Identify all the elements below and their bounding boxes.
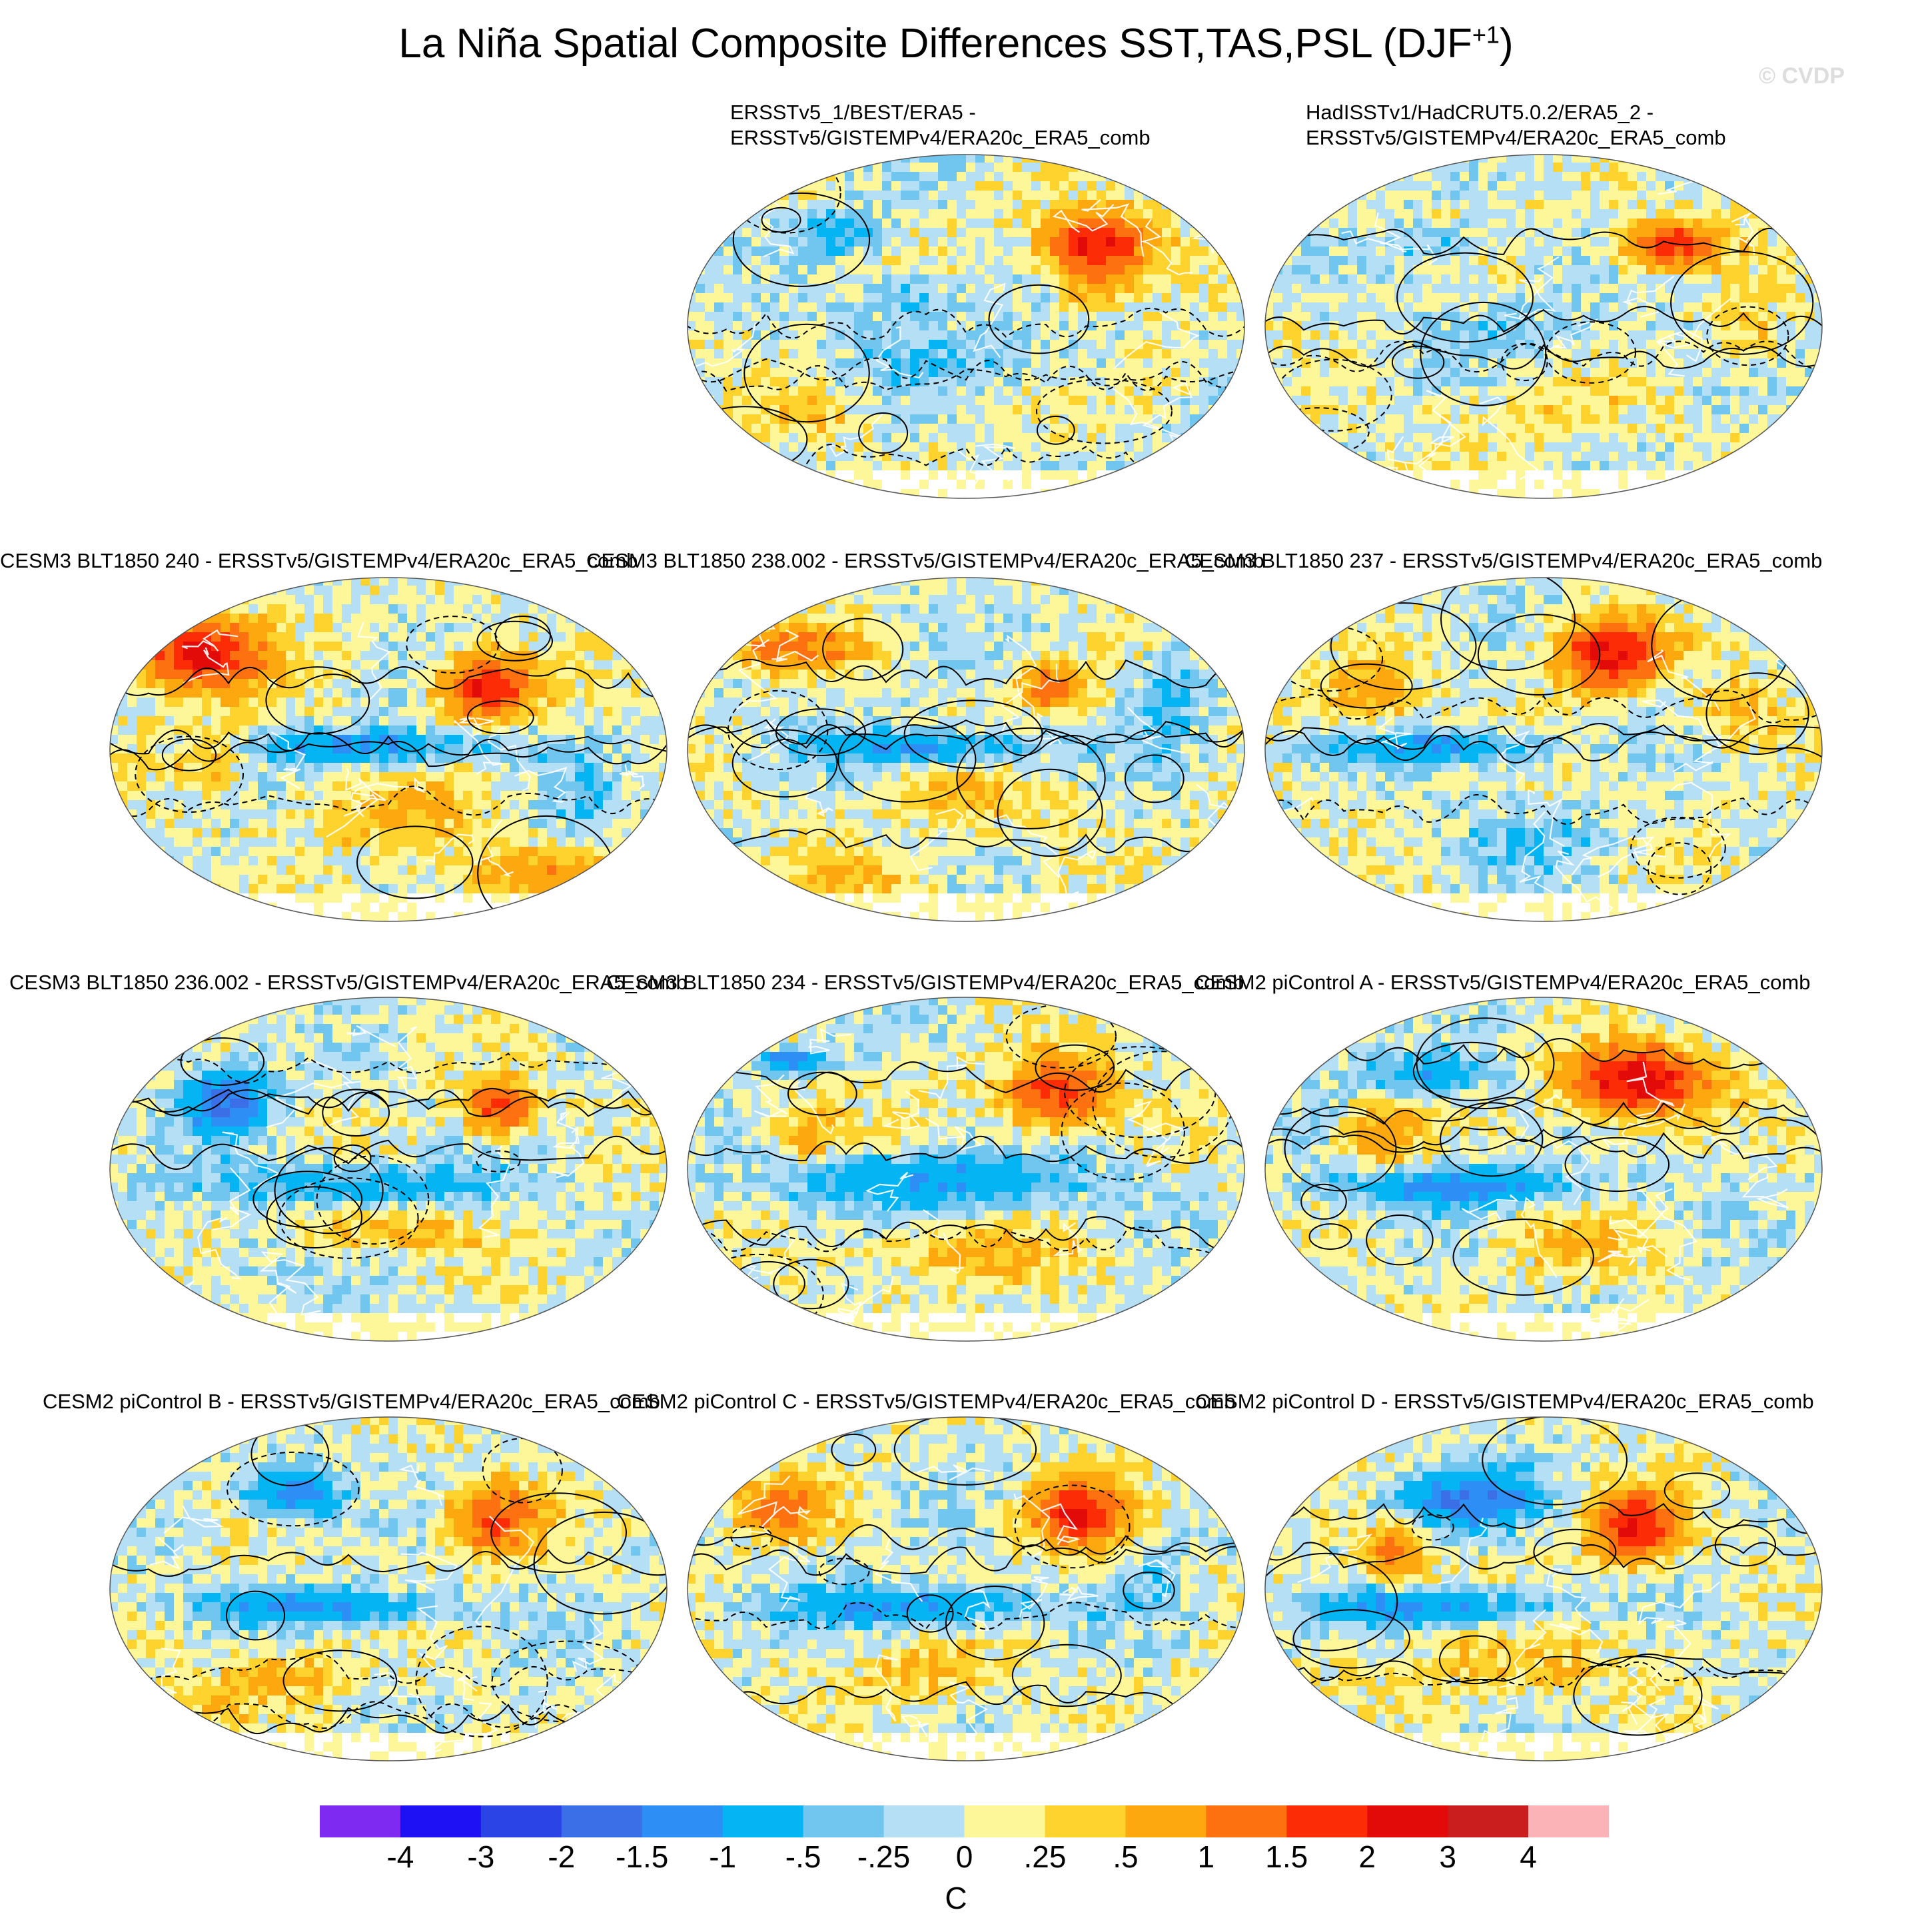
panel-title-line: CESM3 BLT1850 238.002 - ERSSTv5/GISTEMPv… (586, 549, 1264, 572)
colorbar-tick-label: -1.5 (616, 1839, 668, 1875)
panel-title-6: CESM3 BLT1850 236.002 - ERSSTv5/GISTEMPv… (9, 970, 688, 995)
map-outline (109, 1416, 668, 1761)
panel-title-1: ERSSTv5_1/BEST/ERA5 - ERSSTv5/GISTEMPv4/… (730, 100, 1151, 151)
panel-title-4: CESM3 BLT1850 238.002 - ERSSTv5/GISTEMPv… (586, 548, 1264, 574)
panel-title-line: ERSSTv5_1/BEST/ERA5 - (730, 100, 1151, 125)
map-field (688, 155, 1244, 498)
panel-title-8: CESM2 piControl A - ERSSTv5/GISTEMPv4/ER… (1195, 970, 1810, 995)
colorbar-box (561, 1805, 643, 1837)
map-outline (687, 1416, 1245, 1761)
colorbar-box (1045, 1805, 1126, 1837)
colorbar-tick-label: -1 (709, 1839, 736, 1875)
colorbar-box (1286, 1805, 1368, 1837)
colorbar-box (1528, 1805, 1609, 1837)
panel-title-3: CESM3 BLT1850 240 - ERSSTv5/GISTEMPv4/ER… (0, 548, 638, 574)
panel-title-10: CESM2 piControl C - ERSSTv5/GISTEMPv4/ER… (617, 1389, 1236, 1414)
map-panel-10 (687, 1416, 1245, 1761)
colorbar-tick-label: -3 (467, 1839, 494, 1875)
colorbar-box (964, 1805, 1045, 1837)
colorbar-tick-label: 2 (1358, 1839, 1376, 1875)
colorbar-box (883, 1805, 965, 1837)
panel-title-line: CESM2 piControl B - ERSSTv5/GISTEMPv4/ER… (43, 1390, 660, 1413)
map-panel-1 (687, 154, 1245, 499)
colorbar-tick-label: .5 (1113, 1839, 1138, 1875)
panel-title-line: CESM3 BLT1850 234 - ERSSTv5/GISTEMPv4/ER… (606, 971, 1244, 994)
panel-title-line: ERSSTv5/GISTEMPv4/ERA20c_ERA5_comb (730, 125, 1151, 151)
colorbar-box (400, 1805, 482, 1837)
map-field (1265, 155, 1822, 498)
colorbar-tick-label: 1 (1198, 1839, 1215, 1875)
colorbar-box (722, 1805, 804, 1837)
title-main: La Niña Spatial Composite Differences SS… (398, 21, 1472, 67)
map-field (110, 997, 667, 1341)
map-field (110, 578, 667, 921)
colorbar-box (1125, 1805, 1206, 1837)
colorbar-tick-label: 1.5 (1265, 1839, 1308, 1875)
map-panel-5 (1264, 577, 1823, 922)
map-field (1265, 1417, 1822, 1761)
panel-title-line: CESM2 piControl A - ERSSTv5/GISTEMPv4/ER… (1195, 971, 1810, 994)
map-panel-6 (109, 997, 668, 1342)
colorbar-tick-label: 3 (1439, 1839, 1456, 1875)
colorbar-box (1448, 1805, 1529, 1837)
panel-title-9: CESM2 piControl B - ERSSTv5/GISTEMPv4/ER… (43, 1389, 660, 1414)
panel-title-5: CESM3 BLT1850 237 - ERSSTv5/GISTEMPv4/ER… (1185, 548, 1822, 574)
watermark: © CVDP (1759, 63, 1845, 89)
colorbar-box (803, 1805, 885, 1837)
map-panel-9 (109, 1416, 668, 1761)
map-panel-8 (1264, 997, 1823, 1342)
panel-title-11: CESM2 piControl D - ERSSTv5/GISTEMPv4/ER… (1195, 1389, 1814, 1414)
figure-title: La Niña Spatial Composite Differences SS… (0, 20, 1912, 67)
map-outline (109, 577, 668, 922)
map-field (1265, 578, 1822, 921)
map-panel-7 (687, 997, 1245, 1342)
colorbar-tick-label: -.5 (785, 1839, 821, 1875)
panel-title-line: CESM3 BLT1850 236.002 - ERSSTv5/GISTEMPv… (9, 971, 688, 994)
title-superscript: +1 (1472, 21, 1500, 48)
map-field (110, 1417, 667, 1761)
map-panel-3 (109, 577, 668, 922)
panel-title-2: HadISSTv1/HadCRUT5.0.2/ERA5_2 - ERSSTv5/… (1306, 100, 1726, 151)
colorbar-tick-label: -2 (548, 1839, 575, 1875)
map-outline (109, 997, 668, 1342)
colorbar-box (480, 1805, 562, 1837)
map-outline (1264, 577, 1823, 922)
colorbar-tick-label: .25 (1023, 1839, 1066, 1875)
colorbar-tick-label: 4 (1520, 1839, 1537, 1875)
map-field (688, 997, 1244, 1341)
colorbar-box (642, 1805, 723, 1837)
colorbar (320, 1805, 1609, 1837)
map-outline (687, 997, 1245, 1342)
colorbar-labels: -4 -3 -2 -1.5 -1 -.5 -.25 0 .25 .5 1 1.5 2 3 4 (0, 1839, 1912, 1879)
map-panel-4 (687, 577, 1245, 922)
map-outline (1264, 154, 1823, 499)
colorbar-box (1367, 1805, 1448, 1837)
colorbar-tick-label: -.25 (857, 1839, 910, 1875)
colorbar-box (1206, 1805, 1287, 1837)
panel-title-7: CESM3 BLT1850 234 - ERSSTv5/GISTEMPv4/ER… (606, 970, 1244, 995)
map-outline (1264, 997, 1823, 1342)
panel-title-line: HadISSTv1/HadCRUT5.0.2/ERA5_2 - (1306, 100, 1726, 125)
colorbar-tick-label: -4 (386, 1839, 414, 1875)
title-close: ) (1500, 21, 1514, 67)
map-panel-11 (1264, 1416, 1823, 1761)
colorbar-unit: C (0, 1880, 1912, 1916)
panel-title-line: CESM3 BLT1850 237 - ERSSTv5/GISTEMPv4/ER… (1185, 549, 1822, 572)
map-panel-2 (1264, 154, 1823, 499)
panel-title-line: CESM2 piControl C - ERSSTv5/GISTEMPv4/ER… (617, 1390, 1236, 1413)
map-outline (687, 577, 1245, 922)
panel-title-line: ERSSTv5/GISTEMPv4/ERA20c_ERA5_comb (1306, 125, 1726, 151)
map-field (1265, 997, 1822, 1341)
map-outline (1264, 1416, 1823, 1761)
panel-title-line: CESM2 piControl D - ERSSTv5/GISTEMPv4/ER… (1195, 1390, 1814, 1413)
map-outline (687, 154, 1245, 499)
panel-title-line: CESM3 BLT1850 240 - ERSSTv5/GISTEMPv4/ER… (0, 549, 638, 572)
colorbar-tick-label: 0 (956, 1839, 973, 1875)
colorbar-box (320, 1805, 401, 1837)
